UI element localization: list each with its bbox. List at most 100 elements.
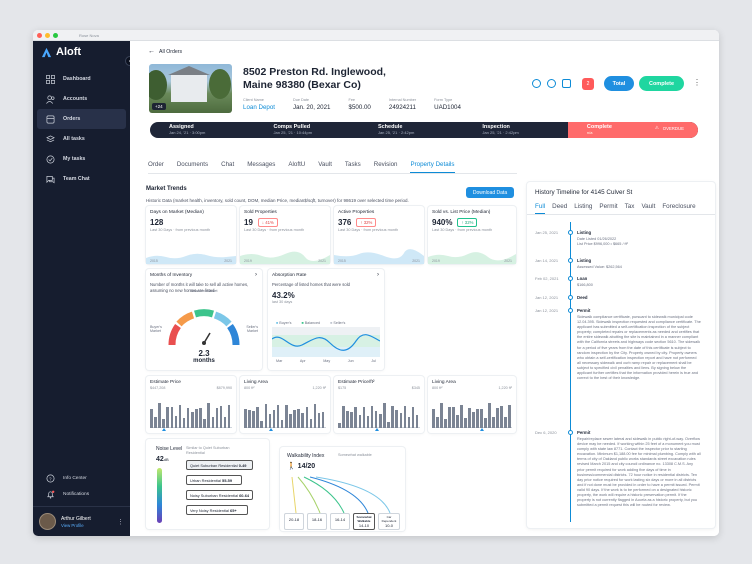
buyers-label: Buyer's Market	[150, 325, 162, 333]
sidebar-item-dashboard[interactable]: Dashboard	[37, 69, 126, 89]
tl-tab-foreclosure[interactable]: Foreclosure	[662, 203, 696, 210]
sidebar-item-label: Dashboard	[63, 76, 91, 82]
timeline-axis	[570, 222, 571, 522]
chevron-right-icon[interactable]: ›	[377, 272, 379, 278]
hist-bar	[496, 408, 499, 428]
meta-internal-number: Internal Number 24924211	[388, 98, 417, 111]
hist-bar	[436, 416, 439, 428]
view-profile-link[interactable]: View Profile	[61, 522, 84, 528]
noise-title: Noise Level	[156, 446, 183, 452]
order-progress: Assigned Jan 24, '21 · 3:00pm Comps Pulle…	[150, 122, 698, 138]
chevron-right-icon[interactable]: ›	[255, 272, 257, 278]
arrow-left-icon: ←	[148, 48, 155, 55]
sidebar-item-orders[interactable]: Orders	[37, 109, 126, 129]
property-photo[interactable]: +24	[149, 64, 232, 113]
clock-icon[interactable]	[532, 79, 541, 88]
current-value-marker	[162, 428, 167, 431]
timeline-title: History Timeline for 4145 Culver St	[535, 189, 633, 196]
tl-tab-deed[interactable]: Deed	[552, 203, 568, 210]
legend-sellers: ■ Seller's	[330, 321, 346, 325]
hist-bar	[387, 421, 390, 428]
sidebar-item-notifications[interactable]: Notifications	[37, 486, 126, 502]
tab-property-details[interactable]: Property Details	[410, 161, 455, 173]
tab-revision[interactable]: Revision	[373, 161, 398, 168]
sidebar-item-all-tasks[interactable]: All tasks	[37, 129, 126, 149]
photo-count-badge: +24	[152, 103, 166, 110]
timeline-dot	[568, 295, 573, 300]
hist-bar	[150, 409, 153, 428]
hist-bar	[166, 407, 169, 428]
hist-bar	[289, 413, 292, 428]
tl-tab-vault[interactable]: Vault	[641, 203, 656, 210]
absorption-title: Absorption Rate	[272, 273, 307, 278]
meta-form-type: Form Type UAD1004	[434, 98, 461, 111]
absorption-legend: ■ Buyer's ■ Balanced ■ Seller's	[276, 321, 345, 325]
hist-bar	[223, 417, 227, 428]
hist-bar	[174, 415, 178, 428]
minimize-dot[interactable]	[45, 32, 50, 38]
hist-bar	[379, 414, 382, 428]
walk-bar: Car Dependent 10-0	[378, 513, 400, 530]
tab-chat[interactable]: Chat	[221, 161, 235, 168]
tab-order[interactable]: Order	[148, 161, 164, 168]
hist-bar	[399, 413, 403, 428]
download-data-button[interactable]: Download Data	[466, 187, 514, 198]
stage-assigned[interactable]: Assigned Jan 24, '21 · 3:00pm	[169, 124, 206, 135]
tab-aloftu[interactable]: AloftU	[288, 161, 306, 168]
hist-bar	[346, 410, 349, 428]
hist-bar	[260, 420, 263, 428]
timeline-tabs: Full Deed Listing Permit Tax Vault Forec…	[527, 203, 715, 215]
sidebar-item-my-tasks[interactable]: My tasks	[37, 149, 126, 169]
absorption-desc: Percentage of listed homes that were sol…	[272, 282, 350, 287]
histogram	[240, 403, 330, 431]
noise-level-card: Noise Level Similar to Quiet Suburban Re…	[146, 439, 269, 529]
assignee-avatar[interactable]: 2	[582, 78, 594, 90]
user-name: Arthur Gilbert	[61, 515, 91, 522]
tab-vault[interactable]: Vault	[318, 161, 332, 168]
app-logo[interactable]: Aloft	[33, 41, 130, 63]
tl-tab-tax[interactable]: Tax	[624, 203, 635, 210]
hist-bar	[391, 406, 394, 428]
back-to-orders[interactable]: ← All Orders	[148, 48, 182, 55]
inventory-value: 2.3	[198, 349, 210, 358]
timeline-dot	[568, 430, 573, 435]
stage-comps-pulled[interactable]: Comps Pulled Jan 25, '21 · 10:44pm	[273, 124, 313, 135]
tl-tab-listing[interactable]: Listing	[574, 203, 593, 210]
hist-bar	[504, 417, 507, 428]
hist-bar	[480, 408, 483, 428]
globe-icon[interactable]	[547, 79, 556, 88]
sidebar-item-accounts[interactable]: Accounts	[37, 89, 126, 109]
check-circle-icon	[46, 155, 55, 163]
close-dot[interactable]	[37, 32, 42, 38]
hist-bar	[219, 406, 223, 428]
histogram	[146, 403, 236, 431]
book-icon[interactable]	[562, 79, 571, 88]
svg-text:?: ?	[49, 476, 52, 481]
stage-inspection[interactable]: Inspection Jan 25, '21 · 2:42pm	[482, 124, 519, 135]
legend-buyers: ■ Buyer's	[276, 321, 292, 325]
hist-bar	[464, 418, 467, 428]
maximize-dot[interactable]	[53, 32, 58, 38]
sidebar-item-team-chat[interactable]: Team Chat	[37, 169, 126, 189]
user-profile[interactable]: Arthur Gilbert View Profile ⋮	[33, 506, 130, 536]
estimate-price-card: Estimate Price $447,208 $879,990	[146, 376, 236, 433]
stage-complete[interactable]: Complete n/a ⚠ OVERDUE	[567, 122, 698, 138]
tab-messages[interactable]: Messages	[247, 161, 276, 168]
tl-tab-permit[interactable]: Permit	[599, 203, 618, 210]
hist-bar	[407, 417, 411, 428]
more-icon[interactable]: ⋮	[117, 518, 124, 526]
sidebar-item-info-center[interactable]: ? Info Center	[37, 470, 126, 486]
hist-bar	[362, 407, 366, 428]
hist-bar	[191, 411, 194, 428]
tl-tab-full[interactable]: Full	[535, 203, 546, 214]
tree-shape	[149, 70, 167, 100]
more-options-icon[interactable]: ⋮	[693, 78, 701, 87]
total-button[interactable]: Total	[604, 76, 634, 91]
complete-button[interactable]: Complete	[639, 76, 684, 91]
stage-schedule[interactable]: Schedule Jan 25, '21 · 2:42pm	[377, 124, 415, 135]
tab-tasks[interactable]: Tasks	[344, 161, 361, 168]
walk-sub: Somewhat walkable	[338, 453, 372, 457]
tab-documents[interactable]: Documents	[176, 161, 209, 168]
layers-icon	[46, 134, 55, 142]
timeline-dot	[568, 230, 573, 235]
